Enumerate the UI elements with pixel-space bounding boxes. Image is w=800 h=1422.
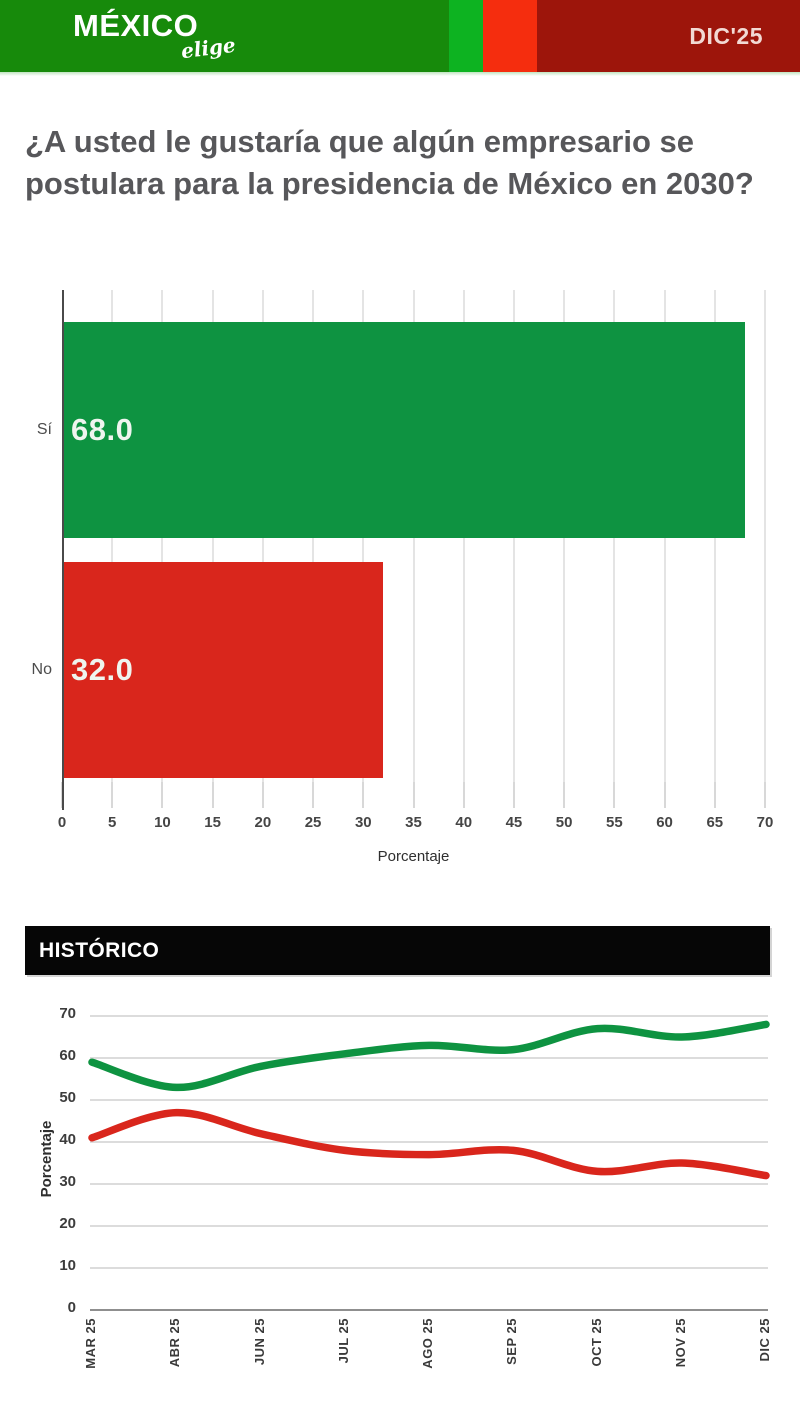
historic-title: HISTÓRICO <box>39 938 160 962</box>
x-tick-label: OCT 25 <box>588 1318 604 1367</box>
y-tick-label: 70 <box>59 1005 76 1022</box>
x-tick-label: 50 <box>555 814 573 831</box>
grid-line <box>90 1057 768 1059</box>
bar-value-label: 68.0 <box>71 412 134 447</box>
axis-tick <box>362 782 365 808</box>
axis-tick <box>663 782 666 808</box>
question-title: ¿A usted le gustaría que algún empresari… <box>25 124 754 201</box>
axis-tick <box>412 782 415 808</box>
mexico-elige-logo: MÉXICO elige <box>73 10 293 68</box>
line-chart-y-axis-label: Porcentaje <box>38 1120 55 1198</box>
x-tick-label: JUN 25 <box>251 1318 267 1366</box>
category-label: No <box>31 661 52 678</box>
axis-tick <box>462 782 465 808</box>
grid-line <box>90 1099 768 1101</box>
x-tick-label: 65 <box>706 814 724 831</box>
bar-chart-y-axis-line <box>62 290 64 810</box>
axis-tick <box>613 782 616 808</box>
y-tick-label: 10 <box>59 1257 76 1274</box>
x-tick-label: 20 <box>254 814 272 831</box>
header-bar: MÉXICO elige DIC'25 <box>0 0 800 76</box>
x-tick-label: JUL 25 <box>335 1318 351 1364</box>
axis-tick <box>713 782 716 808</box>
y-tick-label: 60 <box>59 1047 76 1064</box>
line-chart-canvas <box>88 1020 770 1180</box>
x-tick-label: 60 <box>656 814 673 831</box>
x-tick-label: 0 <box>57 814 67 831</box>
line-series-no <box>88 1108 770 1180</box>
x-tick-label: SEP 25 <box>504 1318 520 1365</box>
x-tick-label: 30 <box>354 814 372 831</box>
historic-banner: HISTÓRICO <box>25 926 770 975</box>
grid-line <box>90 1267 768 1269</box>
x-tick-label: 35 <box>405 814 422 831</box>
axis-tick <box>161 782 164 808</box>
x-tick-label: 45 <box>505 814 523 831</box>
x-tick-label: 25 <box>304 814 322 831</box>
line-chart-plot <box>88 1008 770 1311</box>
axis-tick <box>312 782 315 808</box>
bar-sí: 68.0 <box>62 322 745 538</box>
logo-text-elige: elige <box>179 32 237 64</box>
y-tick-label: 40 <box>59 1131 76 1148</box>
bar-chart-x-axis-label: Porcentaje <box>377 848 450 865</box>
grid-line <box>764 290 766 782</box>
axis-tick <box>764 782 766 808</box>
bar-value-label: 32.0 <box>71 652 134 687</box>
x-tick-label: 70 <box>756 814 774 831</box>
category-label: Sí <box>36 421 52 438</box>
x-tick-label: AGO 25 <box>420 1318 435 1369</box>
axis-tick <box>512 782 515 808</box>
x-tick-label: 15 <box>204 814 221 831</box>
grid-line <box>90 1225 768 1227</box>
x-tick-label: DIC 25 <box>757 1318 772 1362</box>
x-tick-label: 5 <box>108 814 117 831</box>
x-axis-line <box>90 1309 768 1311</box>
x-tick-label: 10 <box>154 814 171 831</box>
y-tick-label: 30 <box>59 1173 76 1190</box>
grid-line <box>90 1015 768 1017</box>
edition-badge: DIC'25 <box>689 23 763 49</box>
x-tick-label: 55 <box>606 814 623 831</box>
y-tick-label: 50 <box>59 1089 76 1106</box>
y-tick-label: 0 <box>67 1299 76 1316</box>
grid-line <box>90 1141 768 1143</box>
logo-text-mexico: MÉXICO <box>73 8 199 43</box>
bar-no: 32.0 <box>62 562 384 778</box>
grid-line <box>90 1183 768 1185</box>
axis-tick <box>111 782 114 808</box>
axis-tick <box>211 782 214 808</box>
axis-tick <box>563 782 566 808</box>
bar-chart-plot: 0 5 10 15 20 25 30 35 40 45 50 55 60 65 70 68.0 32.0 <box>58 290 773 831</box>
x-tick-label: ABR 25 <box>167 1318 183 1368</box>
axis-tick <box>261 782 264 808</box>
x-tick-label: MAR 25 <box>83 1318 98 1369</box>
line-series-sí <box>88 1020 770 1092</box>
x-tick-label: 40 <box>455 814 473 831</box>
y-tick-label: 20 <box>59 1215 76 1232</box>
x-tick-label: NOV 25 <box>672 1318 688 1368</box>
